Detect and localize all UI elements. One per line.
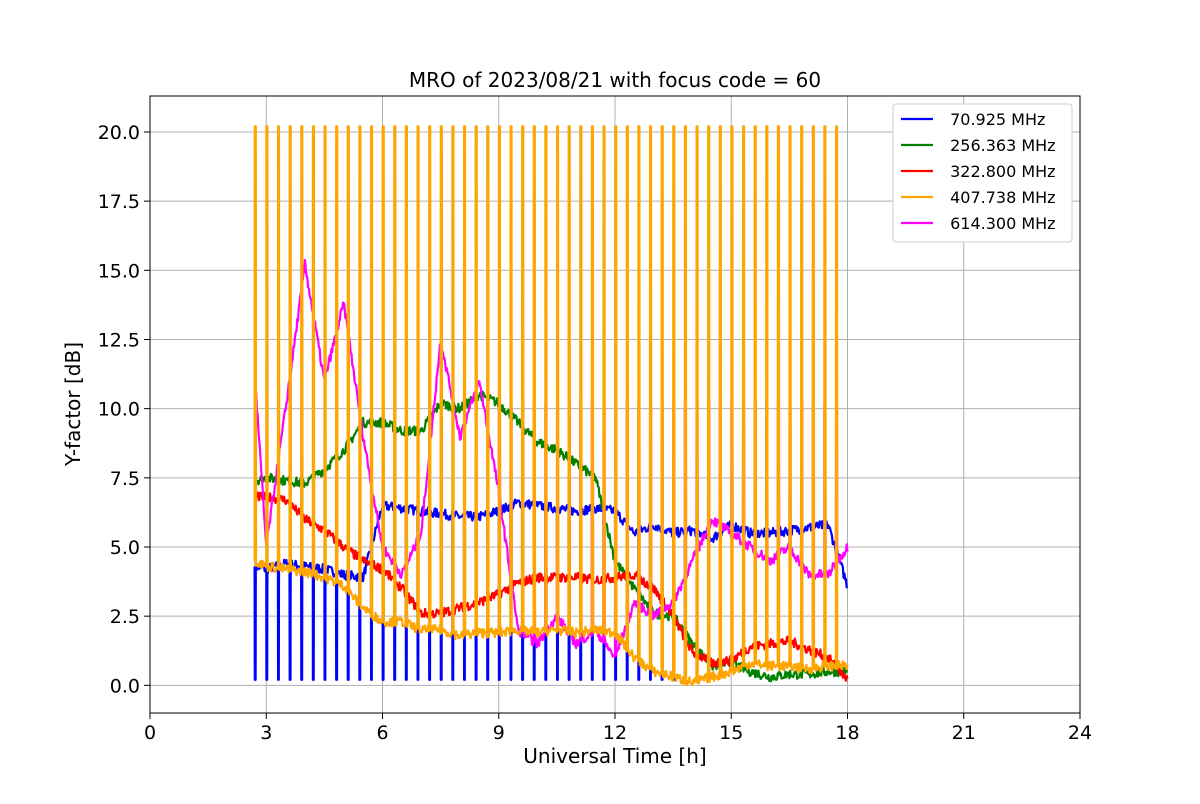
x-tick-label: 18 xyxy=(835,722,859,744)
legend-label: 322.800 MHz xyxy=(945,162,1056,181)
legend-label: 407.738 MHz xyxy=(945,188,1056,207)
y-tick-label: 15.0 xyxy=(98,260,140,282)
y-tick-label: 7.5 xyxy=(110,468,140,490)
y-tick-label: 5.0 xyxy=(110,537,140,559)
y-tick-label: 17.5 xyxy=(98,191,140,213)
x-tick-label: 15 xyxy=(719,722,743,744)
x-tick-label: 6 xyxy=(376,722,388,744)
y-tick-label: 20.0 xyxy=(98,122,140,144)
legend: 70.925 MHz 256.363 MHz 322.800 MHz 407.7… xyxy=(892,103,1073,243)
legend-label: 614.300 MHz xyxy=(945,214,1056,233)
x-axis-ticks: 0 3 6 9 12 15 18 21 24 xyxy=(144,713,1092,744)
series-line-1 xyxy=(253,498,849,681)
y-tick-label: 2.5 xyxy=(110,606,140,628)
series-line-4 xyxy=(253,125,849,687)
x-tick-label: 24 xyxy=(1068,722,1092,744)
x-tick-label: 0 xyxy=(144,722,156,744)
series-line-5 xyxy=(253,258,849,658)
legend-box xyxy=(892,103,1073,243)
series-line-3 xyxy=(253,491,849,682)
x-tick-label: 9 xyxy=(493,722,505,744)
x-axis-label: Universal Time [h] xyxy=(523,744,706,768)
y-tick-label: 12.5 xyxy=(98,329,140,351)
y-tick-label: 0.0 xyxy=(110,675,140,697)
x-tick-label: 21 xyxy=(952,722,976,744)
y-axis-label: Y-factor [dB] xyxy=(61,342,85,467)
series-lines xyxy=(253,125,849,687)
y-axis-ticks: 0.0 2.5 5.0 7.5 10.0 12.5 15.0 17.5 20.0 xyxy=(98,122,150,697)
legend-label: 256.363 MHz xyxy=(945,136,1056,155)
x-tick-label: 12 xyxy=(603,722,627,744)
legend-label: 70.925 MHz xyxy=(945,110,1045,129)
y-tick-label: 10.0 xyxy=(98,399,140,421)
x-tick-label: 3 xyxy=(260,722,272,744)
chart-title: MRO of 2023/08/21 with focus code = 60 xyxy=(409,68,821,92)
series-line-2 xyxy=(253,390,848,683)
